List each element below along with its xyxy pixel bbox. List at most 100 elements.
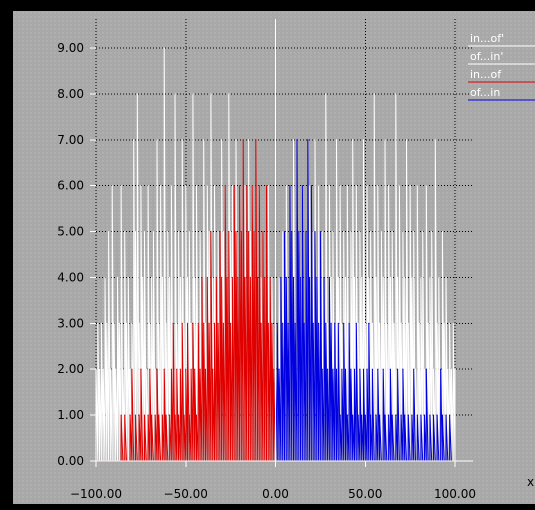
data-point [328, 185, 330, 187]
data-point [352, 139, 354, 141]
data-point [346, 185, 348, 187]
data-point [389, 276, 391, 279]
data-point [434, 139, 436, 141]
data-point [246, 185, 248, 187]
data-point [134, 414, 137, 416]
data-point [140, 185, 142, 187]
data-point [242, 139, 244, 141]
data-point [127, 276, 129, 279]
data-point [337, 276, 339, 279]
data-point [447, 368, 449, 370]
data-point [100, 322, 102, 324]
data-point [253, 230, 255, 233]
data-point [361, 414, 363, 416]
data-point [111, 185, 113, 187]
data-point [230, 230, 232, 233]
data-point [368, 276, 370, 279]
data-point [350, 368, 352, 370]
data-point [386, 322, 388, 324]
data-point [353, 368, 356, 370]
data-point [364, 322, 366, 324]
data-point [312, 230, 314, 233]
data-point [326, 368, 329, 370]
data-point [339, 414, 341, 416]
data-point [416, 414, 418, 416]
data-point [233, 185, 235, 187]
data-point [174, 93, 176, 95]
data-point [384, 414, 386, 416]
data-point [190, 368, 192, 370]
data-point [441, 230, 444, 233]
data-point [221, 276, 223, 279]
data-point [212, 368, 214, 370]
data-point [325, 93, 327, 95]
data-point [240, 230, 242, 233]
data-point [213, 185, 216, 187]
data-point [395, 414, 397, 416]
data-point [423, 368, 426, 370]
data-point [449, 414, 451, 416]
data-point [343, 230, 345, 233]
data-point [265, 185, 268, 187]
data-point [359, 368, 361, 370]
data-point [332, 368, 334, 370]
series-line [96, 139, 276, 462]
data-point [222, 322, 225, 324]
axes [90, 19, 473, 467]
data-point [231, 276, 234, 279]
data-point [271, 276, 273, 279]
data-point [179, 276, 181, 279]
data-point [147, 185, 149, 187]
x-axis-label: x [527, 475, 534, 489]
data-point [436, 414, 438, 416]
data-point [133, 139, 135, 141]
data-point [357, 414, 359, 416]
data-point [129, 414, 131, 416]
data-point [125, 322, 128, 324]
data-point [113, 322, 115, 324]
data-point [163, 368, 165, 370]
data-point [393, 322, 395, 324]
data-point [278, 276, 280, 279]
data-point [199, 368, 201, 370]
data-point [208, 322, 210, 324]
data-point [147, 414, 149, 416]
data-point [185, 185, 187, 187]
y-tick-label: 9.00 [57, 41, 84, 55]
data-point [260, 322, 262, 324]
data-point [362, 368, 365, 370]
data-point [264, 276, 266, 279]
data-point [325, 322, 327, 324]
y-tick-label: 1.00 [57, 408, 84, 422]
data-point [230, 322, 232, 324]
data-point [370, 414, 372, 416]
data-point [443, 322, 445, 324]
data-point [258, 185, 260, 187]
y-tick-label: 8.00 [57, 87, 84, 101]
data-point [402, 368, 404, 370]
data-point [341, 322, 343, 324]
data-point [379, 322, 381, 324]
data-point [201, 276, 203, 279]
data-point [396, 276, 399, 279]
data-point [425, 368, 427, 370]
data-point [143, 230, 146, 233]
data-point [357, 322, 359, 324]
data-point [235, 230, 237, 233]
tick-labels: 0.00 1.00 2.00 3.00 4.00 5.00 6.00 7.00 8.00 9.00… [57, 41, 476, 501]
data-point [337, 322, 339, 324]
data-point [109, 368, 111, 370]
data-point [158, 322, 160, 324]
data-point [440, 368, 442, 370]
data-point [174, 414, 176, 416]
data-point [364, 414, 366, 416]
y-tick-label: 2.00 [57, 362, 84, 376]
data-point [416, 185, 418, 187]
data-point [411, 276, 413, 279]
data-point [188, 414, 190, 416]
data-point [366, 185, 368, 187]
data-point [425, 185, 427, 187]
data-point [317, 322, 320, 324]
data-point [183, 414, 185, 416]
data-point [154, 368, 156, 370]
